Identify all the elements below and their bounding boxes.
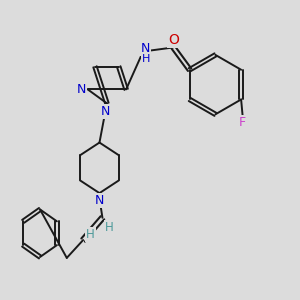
Text: N: N xyxy=(141,42,150,56)
Text: N: N xyxy=(76,83,86,96)
Text: H: H xyxy=(86,228,95,241)
Text: H: H xyxy=(105,221,113,234)
Text: N: N xyxy=(101,105,110,118)
Text: H: H xyxy=(142,54,150,64)
Text: N: N xyxy=(95,194,104,207)
Text: F: F xyxy=(239,116,246,129)
Text: O: O xyxy=(168,33,179,47)
